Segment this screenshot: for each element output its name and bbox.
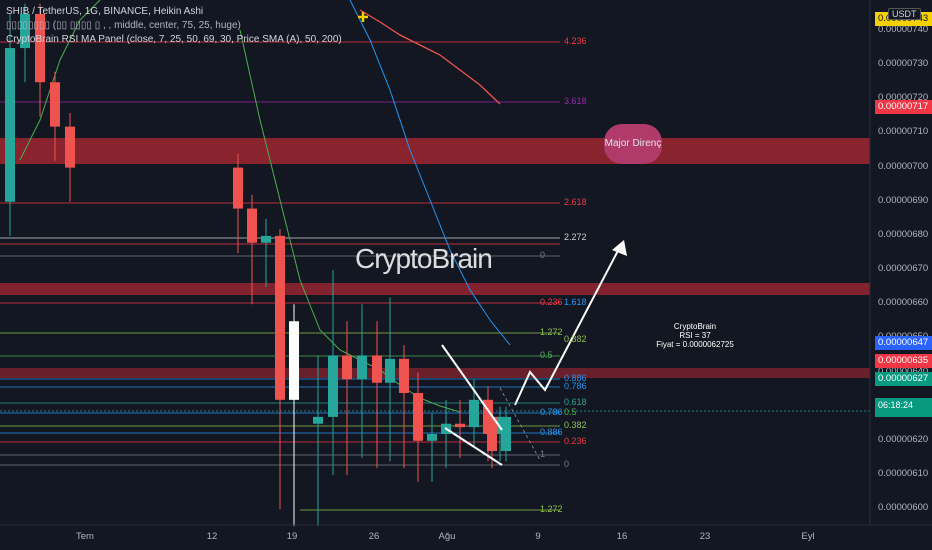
- price-tick: 0.00000660: [878, 297, 929, 309]
- fib-level-label: 0.382: [564, 334, 587, 344]
- candle-body[interactable]: [399, 358, 409, 393]
- price-tick: 0.00000680: [878, 228, 929, 240]
- watermark-text: CryptoBrain: [355, 243, 493, 274]
- candle-body[interactable]: [50, 82, 60, 127]
- price-tick: 0.00000640: [878, 365, 929, 377]
- candles-group: [5, 3, 511, 527]
- candle-body[interactable]: [275, 235, 285, 400]
- date-tick: 26: [368, 531, 380, 542]
- arrow-head-icon: [612, 240, 627, 256]
- candle-body[interactable]: [495, 416, 505, 434]
- price-tick: 0.00000740: [878, 24, 929, 35]
- candle-body[interactable]: [328, 355, 338, 417]
- chart-title: SHIB / TetherUS, 1G, BINANCE, Heikin Ash…: [6, 6, 204, 17]
- resistance-zone-major: [0, 138, 870, 164]
- fib-level-label: 0.5: [540, 350, 553, 360]
- fib-level-label: 0.618: [564, 397, 587, 407]
- price-tick: 0.00000720: [878, 92, 929, 104]
- price-marker-label: 0.00000647: [875, 336, 932, 350]
- projection-arrow: [514, 242, 623, 406]
- price-marker-label: 0.00000635: [875, 354, 932, 368]
- candle-body[interactable]: [5, 48, 15, 202]
- ma-line-blue: [349, 0, 511, 346]
- candle-body[interactable]: [455, 423, 465, 428]
- annotation-bubble[interactable]: Major Direnç: [604, 124, 662, 164]
- candle-body[interactable]: [357, 355, 367, 380]
- candle-body[interactable]: [487, 416, 497, 452]
- fib-level-label: 0.5: [564, 407, 577, 417]
- candle-body[interactable]: [289, 321, 299, 400]
- fib-level-label: 0: [540, 250, 546, 260]
- fib-level-label: 2.272: [564, 232, 587, 242]
- price-tick: 0.00000670: [878, 263, 929, 275]
- date-tick: Tem: [76, 531, 94, 542]
- fib-level-label: 0.236: [540, 297, 563, 307]
- info-line: Fiyat = 0.0000062725: [656, 340, 734, 349]
- date-tick: 23: [699, 531, 711, 542]
- fib-level-label: 1.272: [540, 504, 563, 514]
- countdown-label: 06:18:24: [875, 398, 932, 412]
- price-marker-label: 0.00000627: [875, 372, 932, 386]
- info-line: RSI = 37: [679, 331, 711, 340]
- fib-level-label: 1: [540, 449, 546, 459]
- fib-level-label: 0.886: [564, 373, 587, 383]
- price-tick: 0.00000700: [878, 160, 929, 172]
- candle-body[interactable]: [469, 399, 479, 428]
- candle-body[interactable]: [342, 355, 352, 380]
- fib-level-label: 0.382: [564, 420, 587, 430]
- price-tick: 0.00000690: [878, 194, 929, 206]
- candle-body[interactable]: [233, 167, 243, 209]
- date-tick: Ağu: [438, 531, 456, 542]
- candle-body[interactable]: [313, 416, 323, 424]
- candle-body[interactable]: [20, 13, 30, 49]
- fib-level-label: 0.886: [540, 427, 563, 437]
- ma-line-green: [19, 0, 101, 161]
- fib-level-label: 1.618: [564, 297, 587, 307]
- price-tick: 0.00000610: [878, 467, 929, 479]
- cross-marker-icon: [358, 12, 368, 22]
- indicator-2-label[interactable]: CryptoBrain RSI MA Panel (close, 7, 25, …: [6, 34, 342, 45]
- fib-level-label: 0.786: [540, 407, 563, 417]
- fib-level-label: 4.236: [564, 36, 587, 46]
- currency-selector[interactable]: USDT: [888, 8, 921, 20]
- fib-level-label: 0.786: [564, 381, 587, 391]
- resistance-zone-mid: [0, 283, 870, 295]
- candle-body[interactable]: [372, 355, 382, 383]
- candle-body[interactable]: [501, 416, 511, 452]
- candle-body[interactable]: [65, 126, 75, 168]
- resistance-zone-low: [0, 368, 870, 378]
- candle-body[interactable]: [35, 13, 45, 83]
- info-box: CryptoBrain RSI = 37 Fiyat = 0.000006272…: [640, 322, 750, 349]
- candle-body[interactable]: [427, 433, 437, 441]
- trend-line-wedge-top: [441, 344, 503, 431]
- date-tick: Eyl: [801, 531, 815, 542]
- dashed-guide: [499, 387, 541, 461]
- price-tick: 0.00000620: [878, 433, 929, 445]
- indicator-1-label[interactable]: ▯▯▯▯▯▯▯▯ (▯▯ ▯▯▯▯ ▯ , , middle, center, …: [6, 20, 241, 31]
- fib-level-label: 1.272: [540, 327, 563, 337]
- fib-level-label: 0.236: [564, 436, 587, 446]
- candle-body[interactable]: [413, 392, 423, 441]
- fib-level-label: 2.618: [564, 197, 587, 207]
- date-tick: 16: [616, 531, 628, 542]
- fib-level-label: 3.618: [564, 96, 587, 106]
- ma-line-red: [359, 9, 501, 105]
- candle-body[interactable]: [247, 208, 257, 243]
- price-tick: 0.00000730: [878, 58, 929, 70]
- date-tick: 9: [535, 531, 541, 542]
- fib-level-label: 0: [564, 459, 570, 469]
- ma-line-green-lower: [239, 29, 461, 413]
- date-tick: 12: [206, 531, 218, 542]
- candle-body[interactable]: [385, 358, 395, 383]
- candle-body[interactable]: [261, 235, 271, 243]
- info-line: CryptoBrain: [673, 322, 717, 331]
- date-tick: 19: [286, 531, 298, 542]
- trend-line-wedge-bottom: [444, 427, 503, 466]
- price-marker-label: 0.00000717: [875, 100, 932, 114]
- price-tick: 0.00000710: [878, 126, 929, 138]
- price-tick: 0.00000600: [878, 502, 929, 514]
